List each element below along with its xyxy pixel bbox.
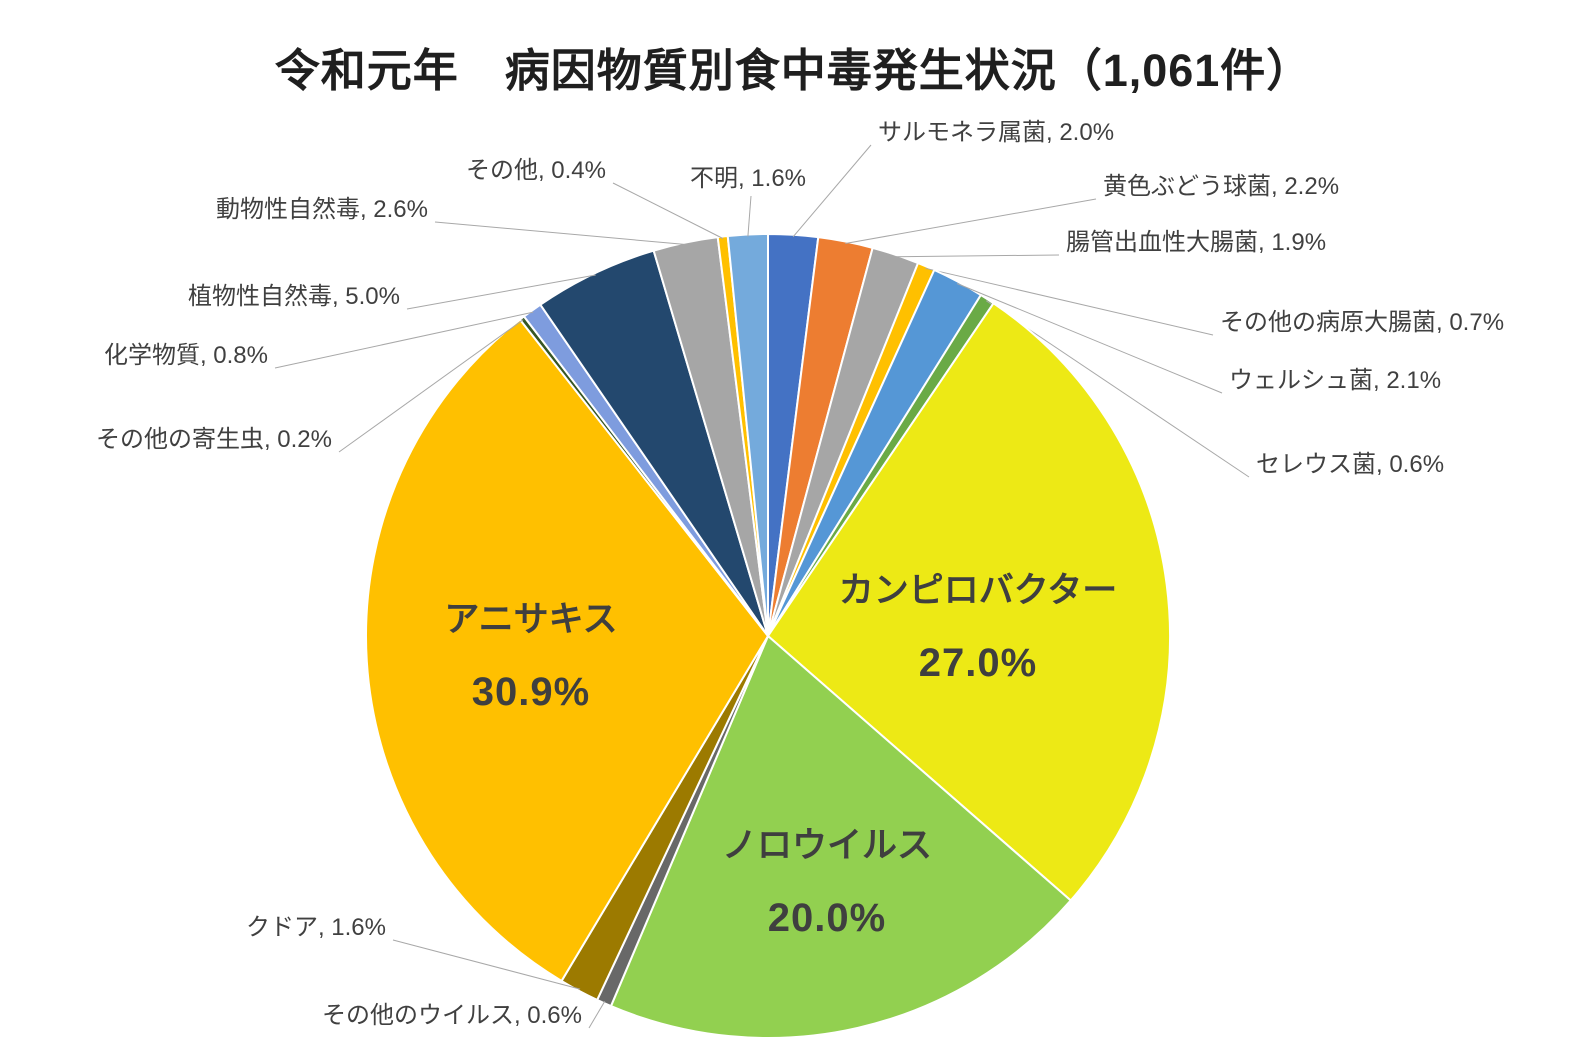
label-salmonella: サルモネラ属菌, 2.0% [878, 119, 1115, 146]
label-unknown: 不明, 1.6% [689, 165, 807, 192]
label-campylobacter: カンピロバクター 27.0% [839, 562, 1118, 686]
label-campylobacter-name: カンピロバクター [838, 571, 1118, 610]
label-anisakis: アニサキス 30.9% [444, 591, 617, 715]
label-plant-natural-toxin: 植物性自然毒, 5.0% [187, 283, 400, 310]
leader-line-other-virus [588, 1000, 606, 1029]
label-chemical-substance: 化学物質, 0.8% [103, 342, 268, 369]
label-enterohemorrhagic-ecoli: 腸管出血性大腸菌, 1.9% [1066, 229, 1327, 256]
label-clostridium-perfringens: ウェルシュ菌, 2.1% [1229, 367, 1442, 394]
leader-line-clostridium-perfringens [956, 283, 1223, 394]
leader-line-kudoa [392, 939, 581, 990]
label-norovirus: ノロウイルス 20.0% [722, 817, 932, 941]
label-campylobacter-percent: 27.0% [918, 641, 1038, 685]
leader-line-other-parasite [338, 319, 524, 453]
label-kudoa: クドア, 1.6% [245, 914, 386, 941]
label-other-pathogenic-ecoli: その他の病原大腸菌, 0.7% [1220, 309, 1505, 336]
leader-line-staphylococcus-aureus [845, 198, 1097, 244]
leader-line-other [612, 182, 724, 239]
leader-line-plant-natural-toxin [406, 274, 596, 310]
label-other: その他, 0.4% [465, 157, 606, 184]
leader-line-unknown [747, 195, 752, 237]
label-other-virus: その他のウイルス, 0.6% [321, 1002, 582, 1029]
leader-line-salmonella [792, 144, 872, 238]
slice-anisakis [364, 318, 769, 982]
label-bacillus-cereus: セレウス菌, 0.6% [1256, 451, 1445, 478]
label-staphylococcus-aureus: 黄色ぶどう球菌, 2.2% [1103, 173, 1340, 200]
label-anisakis-percent: 30.9% [471, 670, 591, 714]
leader-line-other-pathogenic-ecoli [925, 267, 1214, 336]
label-animal-natural-toxin: 動物性自然毒, 2.6% [215, 196, 428, 223]
chart-title: 令和元年 病因物質別食中毒発生状況（1,061件） [274, 45, 1313, 96]
leader-line-animal-natural-toxin [434, 221, 686, 245]
label-norovirus-name: ノロウイルス [721, 826, 933, 865]
label-other-parasite: その他の寄生虫, 0.2% [95, 426, 332, 453]
leader-line-chemical-substance [274, 311, 534, 369]
label-norovirus-percent: 20.0% [767, 896, 887, 940]
leader-line-enterohemorrhagic-ecoli [894, 254, 1060, 258]
label-anisakis-name: アニサキス [444, 600, 618, 639]
slice-campylobacter [767, 302, 1171, 902]
